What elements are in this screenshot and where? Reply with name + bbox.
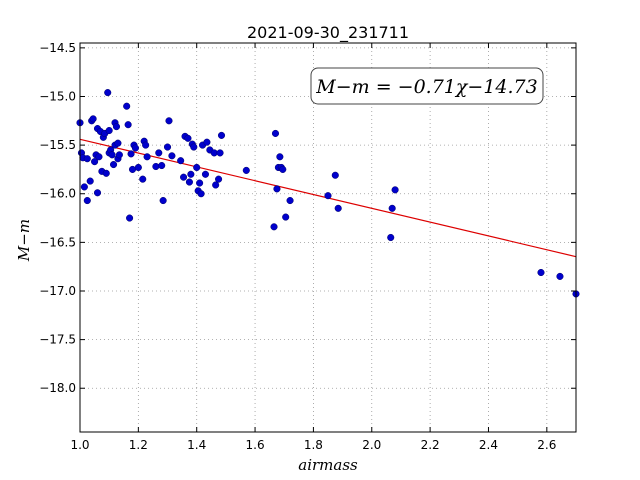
fit-annotation: M−m = −0.71χ−14.73 bbox=[310, 67, 544, 105]
data-point bbox=[387, 233, 395, 242]
data-point bbox=[286, 196, 294, 205]
data-point bbox=[242, 166, 250, 174]
data-point bbox=[185, 178, 193, 186]
data-point bbox=[158, 161, 166, 170]
chart-title: 2021-09-30_231711 bbox=[247, 23, 409, 43]
data-point bbox=[91, 158, 99, 166]
data-point bbox=[83, 155, 91, 163]
x-tick-label: 2.4 bbox=[479, 438, 498, 452]
data-point bbox=[270, 223, 278, 231]
x-tick-label: 1.0 bbox=[70, 438, 89, 452]
x-tick-label: 1.8 bbox=[304, 438, 323, 452]
data-point bbox=[215, 175, 223, 183]
y-axis-label: M−m bbox=[15, 219, 33, 262]
data-point bbox=[193, 163, 201, 172]
data-point bbox=[114, 139, 122, 147]
data-point bbox=[331, 171, 339, 179]
data-point bbox=[201, 170, 210, 178]
data-point bbox=[537, 268, 545, 277]
data-point bbox=[89, 115, 97, 123]
data-point bbox=[124, 121, 132, 129]
x-tick-label: 1.6 bbox=[246, 438, 265, 452]
data-point bbox=[105, 126, 113, 135]
data-point bbox=[276, 153, 284, 161]
y-tick-label: −14.5 bbox=[39, 41, 76, 55]
data-point bbox=[273, 185, 281, 193]
data-point bbox=[142, 141, 150, 149]
data-point bbox=[197, 190, 205, 198]
y-tick-label: −16.5 bbox=[39, 235, 76, 249]
data-point bbox=[86, 177, 94, 185]
data-point bbox=[102, 169, 110, 177]
data-point bbox=[126, 214, 134, 222]
data-point bbox=[282, 213, 290, 221]
data-point bbox=[203, 138, 211, 146]
data-point bbox=[556, 272, 564, 280]
data-point bbox=[216, 149, 224, 157]
data-point bbox=[271, 129, 280, 137]
y-tick-label: −18.0 bbox=[39, 381, 76, 395]
data-point bbox=[180, 173, 188, 181]
data-point bbox=[334, 204, 342, 212]
data-point bbox=[159, 196, 167, 205]
axis-ticks: 1.0 1.2 1.4 1.6 1.8 2.0 2.2 2.4 2.6 −14.5 −15.0 −15… bbox=[39, 41, 576, 452]
x-tick-label: 2.0 bbox=[362, 438, 381, 452]
y-tick-label: −15.5 bbox=[39, 138, 76, 152]
data-point bbox=[134, 163, 142, 172]
data-points bbox=[76, 89, 580, 298]
y-tick-label: −17.5 bbox=[39, 333, 76, 347]
x-tick-label: 1.2 bbox=[129, 438, 148, 452]
data-point bbox=[212, 181, 220, 189]
data-point bbox=[177, 157, 185, 165]
data-point bbox=[187, 170, 195, 178]
data-point bbox=[104, 89, 112, 97]
data-point bbox=[196, 179, 204, 187]
x-tick-label: 1.4 bbox=[187, 438, 206, 452]
data-point bbox=[80, 183, 88, 191]
x-tick-label: 2.2 bbox=[421, 438, 440, 452]
data-point bbox=[123, 102, 131, 110]
data-point bbox=[168, 152, 176, 160]
data-point bbox=[95, 153, 103, 161]
data-point bbox=[190, 143, 198, 151]
data-point bbox=[127, 150, 135, 158]
data-point bbox=[131, 144, 139, 152]
data-point bbox=[152, 162, 160, 171]
data-point bbox=[93, 189, 102, 197]
data-point bbox=[217, 131, 226, 139]
data-point bbox=[388, 204, 396, 212]
data-point bbox=[83, 196, 91, 205]
data-point bbox=[110, 161, 118, 169]
data-point bbox=[324, 192, 332, 200]
data-point bbox=[165, 117, 173, 125]
data-point bbox=[108, 151, 116, 159]
data-point bbox=[112, 123, 121, 131]
data-point bbox=[143, 153, 151, 161]
x-axis-label: airmass bbox=[298, 456, 358, 474]
data-point bbox=[163, 143, 172, 151]
fit-equation: M−m = −0.71χ−14.73 bbox=[315, 76, 537, 98]
data-point bbox=[155, 149, 163, 157]
y-tick-label: −16.0 bbox=[39, 187, 76, 201]
plot-frame bbox=[79, 42, 577, 433]
data-point bbox=[139, 175, 147, 183]
data-point bbox=[115, 151, 123, 159]
data-point bbox=[184, 134, 192, 142]
x-tick-label: 2.6 bbox=[537, 438, 556, 452]
annotation-box bbox=[310, 67, 544, 105]
data-point bbox=[279, 165, 287, 173]
y-tick-label: −15.0 bbox=[39, 89, 76, 103]
data-point bbox=[391, 186, 399, 194]
y-tick-label: −17.0 bbox=[39, 284, 76, 298]
